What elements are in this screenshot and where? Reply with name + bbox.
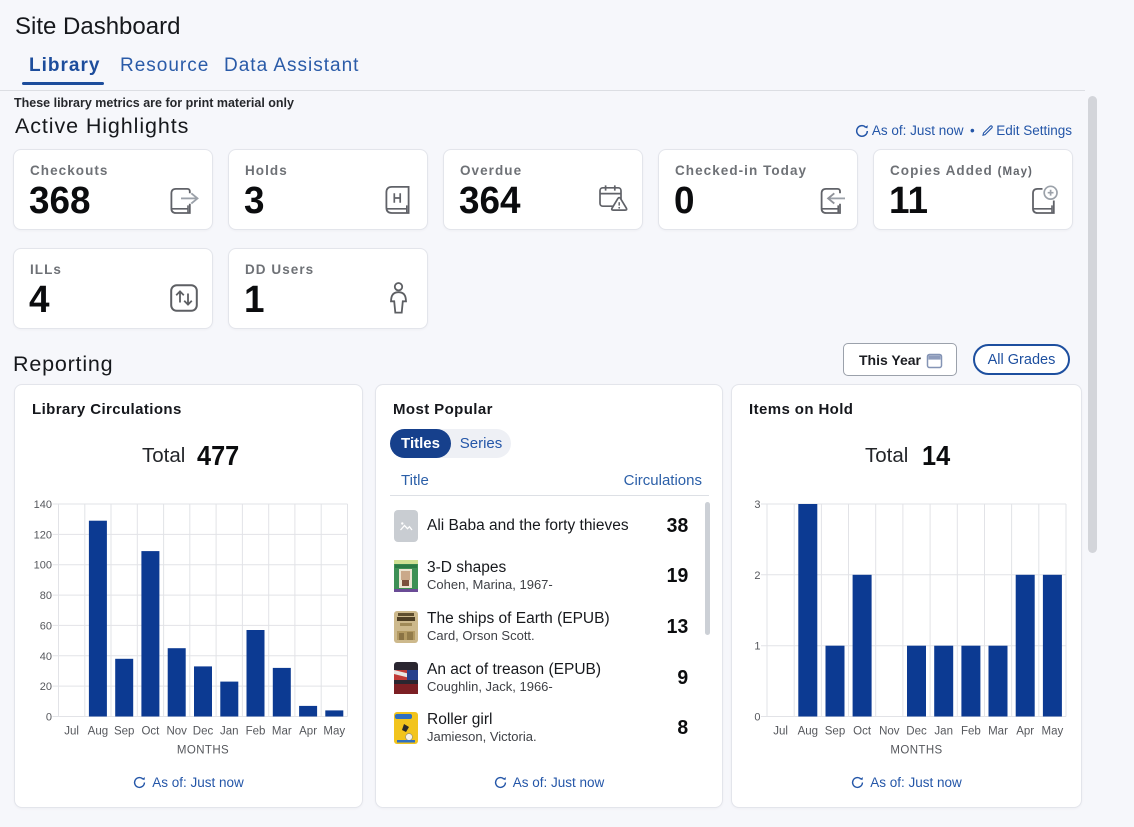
svg-text:Mar: Mar — [988, 726, 1008, 738]
svg-text:Jan: Jan — [220, 726, 239, 738]
svg-text:3: 3 — [754, 499, 760, 511]
svg-text:2: 2 — [754, 570, 760, 582]
svg-text:Apr: Apr — [1016, 726, 1034, 738]
svg-text:120: 120 — [34, 529, 52, 541]
svg-text:0: 0 — [754, 712, 760, 724]
svg-text:40: 40 — [40, 651, 52, 663]
svg-text:Dec: Dec — [193, 726, 214, 738]
svg-text:80: 80 — [40, 590, 52, 602]
svg-text:MONTHS: MONTHS — [177, 745, 229, 757]
svg-text:Feb: Feb — [961, 726, 981, 738]
svg-text:Oct: Oct — [853, 726, 872, 738]
svg-text:Dec: Dec — [906, 726, 927, 738]
svg-text:Nov: Nov — [879, 726, 900, 738]
svg-text:20: 20 — [40, 681, 52, 693]
svg-text:60: 60 — [40, 620, 52, 632]
svg-text:Aug: Aug — [88, 726, 108, 738]
svg-text:0: 0 — [46, 712, 52, 724]
svg-text:Apr: Apr — [299, 726, 317, 738]
svg-text:Jul: Jul — [773, 726, 788, 738]
svg-text:1: 1 — [754, 641, 760, 653]
svg-text:Jul: Jul — [64, 726, 79, 738]
svg-text:100: 100 — [34, 560, 52, 572]
svg-text:Jan: Jan — [934, 726, 953, 738]
svg-text:Sep: Sep — [825, 726, 845, 738]
svg-text:May: May — [1042, 726, 1064, 738]
svg-text:Oct: Oct — [141, 726, 160, 738]
svg-text:MONTHS: MONTHS — [890, 745, 942, 757]
svg-text:Aug: Aug — [798, 726, 818, 738]
svg-text:Feb: Feb — [246, 726, 266, 738]
svg-text:Mar: Mar — [272, 726, 292, 738]
svg-text:140: 140 — [34, 499, 52, 511]
svg-text:Nov: Nov — [166, 726, 187, 738]
svg-text:May: May — [323, 726, 345, 738]
svg-text:Sep: Sep — [114, 726, 134, 738]
